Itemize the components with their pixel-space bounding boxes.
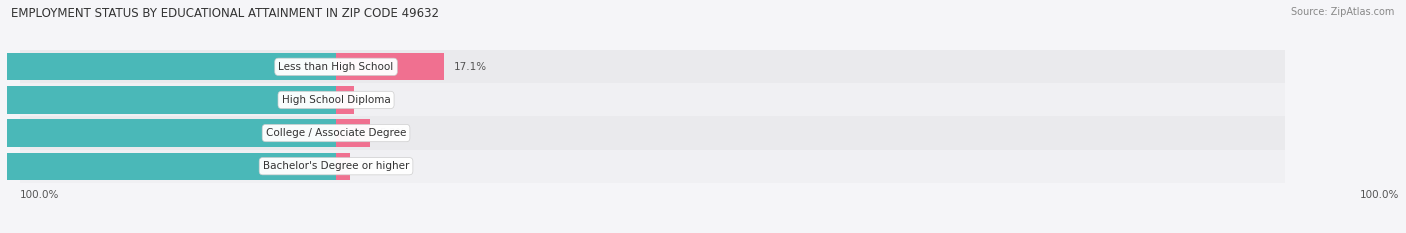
Bar [20,83,1285,116]
Text: 100.0%: 100.0% [20,190,59,200]
Text: 17.1%: 17.1% [454,62,486,72]
Bar [20,116,1285,150]
Text: 5.3%: 5.3% [380,128,405,138]
Text: 2.2%: 2.2% [360,161,385,171]
Text: High School Diploma: High School Diploma [281,95,391,105]
Bar [336,53,444,80]
Text: 100.0%: 100.0% [1360,190,1399,200]
Bar [336,86,354,113]
Bar [0,53,336,80]
Bar [0,86,336,113]
Text: Less than High School: Less than High School [278,62,394,72]
Bar [0,120,336,147]
Bar [336,153,350,180]
Text: Bachelor's Degree or higher: Bachelor's Degree or higher [263,161,409,171]
Bar [20,150,1285,183]
Text: Source: ZipAtlas.com: Source: ZipAtlas.com [1291,7,1395,17]
Text: EMPLOYMENT STATUS BY EDUCATIONAL ATTAINMENT IN ZIP CODE 49632: EMPLOYMENT STATUS BY EDUCATIONAL ATTAINM… [11,7,439,20]
Bar [0,153,336,180]
Bar [20,50,1285,83]
Text: 2.8%: 2.8% [363,95,389,105]
Text: College / Associate Degree: College / Associate Degree [266,128,406,138]
Bar [336,120,370,147]
